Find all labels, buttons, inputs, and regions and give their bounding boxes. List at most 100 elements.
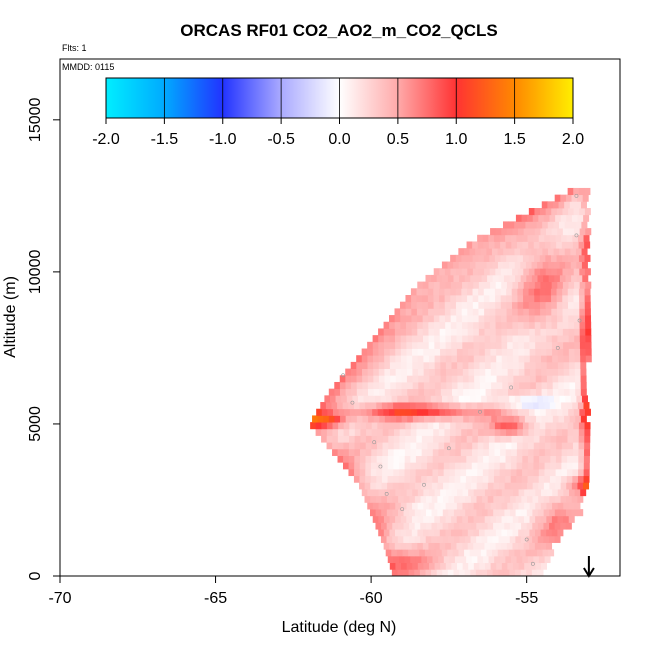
heatmap-cell xyxy=(442,495,449,503)
heatmap-cell xyxy=(456,335,463,343)
heatmap-cell xyxy=(567,187,574,196)
heatmap-cell xyxy=(482,468,489,477)
heatmap-cell xyxy=(395,502,402,510)
heatmap-cell xyxy=(489,428,496,436)
heatmap-cell xyxy=(567,448,574,456)
heatmap-cell xyxy=(527,482,534,490)
heatmap-cell xyxy=(497,549,504,557)
heatmap-cell xyxy=(393,455,400,463)
heatmap-cell xyxy=(534,228,541,236)
heatmap-cell xyxy=(453,274,460,283)
heatmap-cell xyxy=(443,468,450,477)
heatmap-cell xyxy=(517,321,524,329)
heatmap-cell xyxy=(584,187,591,196)
heatmap-cell xyxy=(552,361,559,369)
heatmap-cell xyxy=(393,402,400,410)
heatmap-cell xyxy=(477,442,484,450)
heatmap-cell xyxy=(456,281,463,289)
heatmap-cell xyxy=(411,328,418,336)
heatmap-cell xyxy=(573,295,580,303)
heatmap-cell xyxy=(543,482,550,490)
heatmap-cell xyxy=(362,381,369,390)
heatmap-cell xyxy=(402,549,409,557)
heatmap-cell xyxy=(573,254,580,262)
heatmap-cell xyxy=(537,522,544,530)
heatmap-cell xyxy=(502,415,509,423)
heatmap-cell xyxy=(359,475,366,483)
heatmap-cell xyxy=(557,341,564,349)
heatmap-cell xyxy=(421,402,428,410)
heatmap-cell xyxy=(449,455,456,463)
heatmap-cell xyxy=(428,328,435,336)
heatmap-cell xyxy=(533,234,540,242)
heatmap-cell xyxy=(550,422,557,430)
heatmap-cell xyxy=(401,381,408,390)
heatmap-cell xyxy=(584,241,591,249)
heatmap-cell xyxy=(476,509,483,517)
heatmap-cell xyxy=(432,462,439,470)
heatmap-cell xyxy=(523,281,530,289)
heatmap-cell xyxy=(495,308,502,316)
heatmap-cell xyxy=(552,375,559,383)
heatmap-cell xyxy=(473,328,480,336)
heatmap-cell xyxy=(451,375,458,383)
heatmap-cell xyxy=(527,234,534,242)
heatmap-cell xyxy=(569,368,576,376)
heatmap-cell xyxy=(551,268,558,276)
heatmap-cell xyxy=(567,241,574,249)
heatmap-cell xyxy=(404,462,411,470)
heatmap-cell xyxy=(404,402,411,410)
heatmap-cell xyxy=(572,234,579,242)
heatmap-cell xyxy=(320,402,327,410)
heatmap-cell xyxy=(437,509,444,517)
heatmap-cell xyxy=(546,355,553,363)
heatmap-cell xyxy=(579,301,586,309)
heatmap-cell xyxy=(584,448,591,456)
heatmap-cell xyxy=(533,241,540,249)
heatmap-cell xyxy=(552,368,559,376)
heatmap-cell xyxy=(487,274,494,283)
heatmap-cell xyxy=(444,295,451,303)
heatmap-cell xyxy=(544,475,551,483)
heatmap-cell xyxy=(577,214,584,222)
heatmap-cell xyxy=(506,288,513,296)
heatmap-cell xyxy=(529,489,536,497)
heatmap-cell xyxy=(394,422,401,430)
heatmap-cell xyxy=(427,448,434,456)
heatmap-cell xyxy=(439,281,446,289)
heatmap-cell xyxy=(421,462,428,470)
heatmap-cell xyxy=(487,482,494,490)
heatmap-cell xyxy=(455,301,462,309)
x-axis-label: Latitude (deg N) xyxy=(282,619,397,636)
heatmap-cell xyxy=(445,328,452,336)
heatmap-cell xyxy=(555,455,562,463)
heatmap-cell xyxy=(522,254,529,262)
heatmap-cell xyxy=(365,442,372,450)
heatmap-cell xyxy=(462,375,469,383)
heatmap-cell xyxy=(439,341,446,349)
heatmap-cell xyxy=(334,381,341,390)
heatmap-cell xyxy=(482,495,489,503)
heatmap-cell xyxy=(555,462,562,470)
heatmap-cell xyxy=(493,402,500,410)
heatmap-cell xyxy=(379,381,386,390)
heatmap-cell xyxy=(535,529,541,537)
heatmap-cell xyxy=(544,448,551,456)
heatmap-cell xyxy=(490,562,497,570)
heatmap-cell xyxy=(502,368,509,376)
heatmap-cell xyxy=(494,254,501,262)
heatmap-cell xyxy=(490,529,497,537)
heatmap-cell xyxy=(438,428,445,436)
heatmap-cell xyxy=(370,462,377,470)
heatmap-cell xyxy=(410,462,417,470)
heatmap-cell xyxy=(497,261,504,269)
heatmap-cell xyxy=(392,535,399,543)
heatmap-cell xyxy=(463,415,470,423)
heatmap-cell xyxy=(520,569,527,577)
heatmap-cell xyxy=(477,475,484,483)
heatmap-cell xyxy=(450,408,457,416)
heatmap-cell xyxy=(390,375,397,383)
heatmap-cell xyxy=(503,549,510,557)
heatmap-cell xyxy=(550,428,557,436)
